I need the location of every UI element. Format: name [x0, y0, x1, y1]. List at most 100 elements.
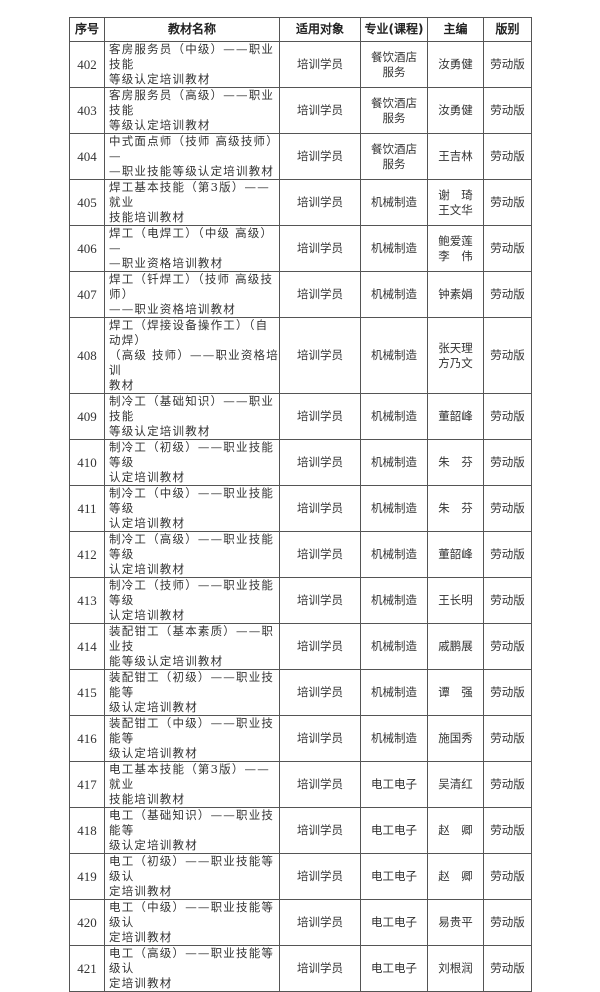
table-row: 402 客房服务员（中级）——职业技能 等级认定培训教材 培训学员 餐饮酒店 服务 汝勇… — [69, 41, 532, 88]
cell-major: 机械制造 — [360, 577, 428, 624]
cell-edition: 劳动版 — [483, 41, 532, 88]
cell-target: 培训学员 — [279, 317, 361, 394]
header-major: 专业(课程) — [360, 17, 428, 42]
cell-target: 培训学员 — [279, 439, 361, 486]
cell-number: 405 — [69, 179, 105, 226]
cell-edition: 劳动版 — [483, 225, 532, 272]
table-row: 407 焊工（钎焊工）（技师 高级技师） ——职业资格培训教材 培训学员 机械制造 钟素… — [69, 271, 532, 318]
cell-number: 416 — [69, 715, 105, 762]
cell-edition: 劳动版 — [483, 807, 532, 854]
cell-number: 402 — [69, 41, 105, 88]
cell-editor: 易贵平 — [427, 899, 484, 946]
cell-major: 机械制造 — [360, 393, 428, 440]
table-row: 420 电工（中级）——职业技能等级认 定培训教材 培训学员 电工电子 易贵平 劳动版 — [69, 899, 532, 946]
cell-number: 421 — [69, 945, 105, 992]
textbook-table: 序号 教材名称 适用对象 专业(课程) 主编 版别 402 客房服务员（中级）——… — [69, 17, 532, 992]
cell-title: 制冷工（初级）——职业技能等级 认定培训教材 — [104, 439, 280, 486]
cell-edition: 劳动版 — [483, 715, 532, 762]
cell-target: 培训学员 — [279, 41, 361, 88]
cell-target: 培训学员 — [279, 393, 361, 440]
cell-edition: 劳动版 — [483, 899, 532, 946]
table-row: 409 制冷工（基础知识）——职业技能 等级认定培训教材 培训学员 机械制造 董韶峰 劳动… — [69, 393, 532, 440]
cell-number: 414 — [69, 623, 105, 670]
cell-edition: 劳动版 — [483, 317, 532, 394]
cell-major: 餐饮酒店 服务 — [360, 133, 428, 180]
table-row: 405 焊工基本技能（第3版）——就业 技能培训教材 培训学员 机械制造谢 琦 王文华… — [69, 179, 532, 226]
cell-title: 电工（初级）——职业技能等级认 定培训教材 — [104, 853, 280, 900]
cell-major: 餐饮酒店 服务 — [360, 41, 428, 88]
cell-edition: 劳动版 — [483, 393, 532, 440]
cell-major: 电工电子 — [360, 945, 428, 992]
cell-title: 制冷工（基础知识）——职业技能 等级认定培训教材 — [104, 393, 280, 440]
cell-target: 培训学员 — [279, 225, 361, 272]
cell-edition: 劳动版 — [483, 669, 532, 716]
cell-title: 制冷工（中级）——职业技能等级 认定培训教材 — [104, 485, 280, 532]
cell-number: 415 — [69, 669, 105, 716]
cell-title: 焊工（钎焊工）（技师 高级技师） ——职业资格培训教材 — [104, 271, 280, 318]
cell-editor: 张天理 方乃文 — [427, 317, 484, 394]
header-target: 适用对象 — [279, 17, 361, 42]
cell-editor: 谭 强 — [427, 669, 484, 716]
cell-edition: 劳动版 — [483, 577, 532, 624]
cell-edition: 劳动版 — [483, 439, 532, 486]
cell-editor: 戚鹏展 — [427, 623, 484, 670]
table-row: 404 中式面点师（技师 高级技师）— —职业技能等级认定培训教材 培训学员 餐饮酒店… — [69, 133, 532, 180]
header-no: 序号 — [69, 17, 105, 42]
cell-major: 电工电子 — [360, 899, 428, 946]
header-row: 序号 教材名称 适用对象 专业(课程) 主编 版别 — [69, 17, 532, 42]
cell-target: 培训学员 — [279, 87, 361, 134]
cell-edition: 劳动版 — [483, 623, 532, 670]
cell-major: 机械制造 — [360, 715, 428, 762]
cell-major: 机械制造 — [360, 439, 428, 486]
cell-major: 电工电子 — [360, 853, 428, 900]
cell-number: 410 — [69, 439, 105, 486]
cell-editor: 吴清红 — [427, 761, 484, 808]
cell-edition: 劳动版 — [483, 271, 532, 318]
cell-edition: 劳动版 — [483, 133, 532, 180]
cell-title: 装配钳工（中级）——职业技能等 级认定培训教材 — [104, 715, 280, 762]
cell-number: 407 — [69, 271, 105, 318]
cell-editor: 王长明 — [427, 577, 484, 624]
cell-editor: 汝勇健 — [427, 41, 484, 88]
cell-target: 培训学员 — [279, 715, 361, 762]
cell-major: 电工电子 — [360, 807, 428, 854]
cell-title: 电工（高级）——职业技能等级认 定培训教材 — [104, 945, 280, 992]
cell-target: 培训学员 — [279, 853, 361, 900]
cell-number: 418 — [69, 807, 105, 854]
table-row: 416 装配钳工（中级）——职业技能等 级认定培训教材 培训学员 机械制造 施国秀 劳动版 — [69, 715, 532, 762]
cell-major: 机械制造 — [360, 317, 428, 394]
cell-target: 培训学员 — [279, 271, 361, 318]
cell-major: 电工电子 — [360, 761, 428, 808]
cell-target: 培训学员 — [279, 133, 361, 180]
cell-target: 培训学员 — [279, 899, 361, 946]
cell-major: 机械制造 — [360, 531, 428, 578]
cell-number: 403 — [69, 87, 105, 134]
cell-title: 客房服务员（高级）——职业技能 等级认定培训教材 — [104, 87, 280, 134]
header-edition: 版别 — [483, 17, 532, 42]
cell-edition: 劳动版 — [483, 853, 532, 900]
cell-major: 机械制造 — [360, 225, 428, 272]
cell-number: 411 — [69, 485, 105, 532]
cell-editor: 朱 芬 — [427, 485, 484, 532]
cell-number: 417 — [69, 761, 105, 808]
header-name: 教材名称 — [104, 17, 280, 42]
cell-editor: 赵 卿 — [427, 853, 484, 900]
table-row: 411 制冷工（中级）——职业技能等级 认定培训教材 培训学员 机械制造朱 芬劳动版 — [69, 485, 532, 532]
cell-target: 培训学员 — [279, 807, 361, 854]
cell-editor: 鲍爱莲 李 伟 — [427, 225, 484, 272]
cell-number: 419 — [69, 853, 105, 900]
cell-target: 培训学员 — [279, 531, 361, 578]
cell-edition: 劳动版 — [483, 87, 532, 134]
cell-target: 培训学员 — [279, 761, 361, 808]
cell-title: 电工（基础知识）——职业技能等 级认定培训教材 — [104, 807, 280, 854]
cell-editor: 董韶峰 — [427, 393, 484, 440]
cell-target: 培训学员 — [279, 669, 361, 716]
cell-major: 机械制造 — [360, 271, 428, 318]
cell-title: 客房服务员（中级）——职业技能 等级认定培训教材 — [104, 41, 280, 88]
cell-editor: 董韶峰 — [427, 531, 484, 578]
table-row: 410 制冷工（初级）——职业技能等级 认定培训教材 培训学员 机械制造朱 芬劳动版 — [69, 439, 532, 486]
cell-edition: 劳动版 — [483, 179, 532, 226]
table-row: 414 装配钳工（基本素质）——职业技 能等级认定培训教材 培训学员 机械制造 戚鹏展劳… — [69, 623, 532, 670]
table-row: 418 电工（基础知识）——职业技能等 级认定培训教材 培训学员 电工电子赵 卿劳动版 — [69, 807, 532, 854]
cell-title: 中式面点师（技师 高级技师）— —职业技能等级认定培训教材 — [104, 133, 280, 180]
